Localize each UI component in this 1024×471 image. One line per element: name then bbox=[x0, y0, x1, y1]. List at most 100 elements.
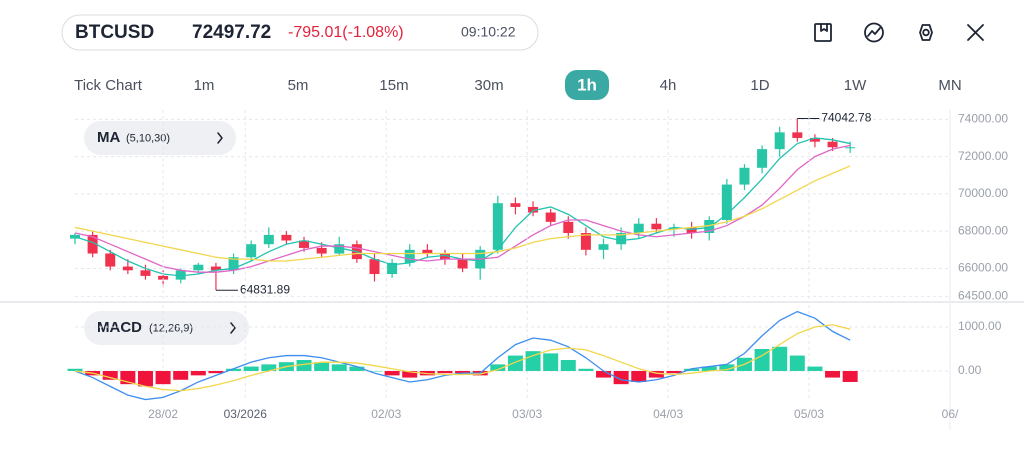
y-tick-label: 68000.00 bbox=[958, 223, 1008, 237]
price-change: -795.01(-1.08%) bbox=[288, 24, 404, 41]
macd-bar bbox=[684, 368, 700, 371]
save-icon[interactable] bbox=[814, 23, 832, 42]
timeframe-tab[interactable]: 4h bbox=[660, 77, 677, 94]
macd-bar bbox=[507, 355, 523, 371]
macd-bar bbox=[648, 370, 664, 378]
price: 72497.72 bbox=[192, 22, 271, 43]
high-label: 74042.78 bbox=[821, 111, 871, 125]
x-tick-label: 02/03 bbox=[371, 407, 401, 421]
y-tick-label: 1000.00 bbox=[958, 319, 1002, 333]
macd-bar bbox=[437, 370, 453, 374]
macd-bar bbox=[314, 362, 330, 371]
symbol-bar[interactable] bbox=[61, 14, 539, 51]
macd-bar bbox=[789, 355, 805, 371]
candle-body bbox=[792, 132, 803, 138]
macd-bar bbox=[402, 370, 418, 378]
candle-body bbox=[739, 167, 750, 185]
y-tick-label: 66000.00 bbox=[958, 261, 1008, 275]
timeframe-tab[interactable]: 30m bbox=[474, 77, 503, 94]
candle-body bbox=[651, 223, 662, 230]
macd-bar bbox=[226, 368, 242, 371]
candle-body bbox=[193, 264, 204, 271]
x-tick-label: 03/03 bbox=[512, 407, 542, 421]
candle-body bbox=[439, 253, 450, 260]
candle-body bbox=[616, 233, 627, 245]
macd-bar bbox=[842, 370, 858, 382]
macd-bar bbox=[137, 370, 153, 387]
candle-body bbox=[105, 253, 116, 267]
macd-bar bbox=[525, 351, 541, 371]
candle-body bbox=[281, 234, 292, 241]
macd-bar bbox=[807, 366, 823, 371]
symbol: BTCUSD bbox=[75, 22, 154, 43]
timeframe-tab[interactable]: MN bbox=[938, 77, 961, 94]
macd-bar bbox=[331, 364, 347, 371]
settings-icon[interactable] bbox=[919, 24, 933, 41]
candle-body bbox=[633, 223, 644, 234]
timeframe-tab[interactable]: 15m bbox=[379, 77, 408, 94]
indicator-icon[interactable] bbox=[864, 22, 884, 43]
candle-body bbox=[545, 212, 556, 222]
candle-body bbox=[598, 244, 609, 250]
ma-label: MA bbox=[97, 129, 120, 146]
macd-bar bbox=[384, 370, 400, 376]
candle-body bbox=[246, 244, 257, 258]
candle-body bbox=[387, 262, 398, 275]
macd-bar bbox=[296, 359, 312, 371]
timeframe-tab[interactable]: 1h bbox=[577, 75, 597, 94]
low-label: 64831.89 bbox=[240, 282, 290, 296]
x-tick-label: 03/2026 bbox=[224, 407, 268, 421]
candle-body bbox=[175, 270, 186, 280]
candle-body bbox=[299, 240, 310, 248]
timeframe-tab[interactable]: 1W bbox=[844, 77, 867, 94]
macd-bar bbox=[243, 366, 259, 371]
active-tab[interactable] bbox=[565, 70, 609, 100]
candle-body bbox=[563, 221, 574, 234]
macd-bar bbox=[67, 368, 83, 371]
macd-bar bbox=[455, 370, 471, 374]
macd-bar bbox=[490, 364, 506, 371]
macd-bar bbox=[578, 368, 594, 371]
indicator-line bbox=[74, 165, 851, 262]
macd-bar bbox=[754, 348, 770, 371]
candle-body bbox=[528, 206, 539, 213]
candle-body bbox=[827, 141, 838, 148]
candle-body bbox=[140, 270, 151, 276]
macd-bar bbox=[208, 370, 224, 374]
timeframe-tab[interactable]: 1m bbox=[194, 77, 215, 94]
candle-body bbox=[492, 203, 503, 250]
macd-bar bbox=[349, 366, 365, 371]
candle-body bbox=[158, 275, 169, 280]
timeframe-tab[interactable]: 1D bbox=[750, 77, 769, 94]
candle-body bbox=[316, 247, 327, 254]
chevron bbox=[217, 132, 223, 144]
y-tick-label: 0.00 bbox=[958, 363, 982, 377]
macd-bar bbox=[666, 370, 682, 374]
macd-bar bbox=[261, 364, 277, 371]
indicator-line bbox=[74, 324, 851, 392]
candle-body bbox=[721, 184, 732, 220]
timeframe-tab[interactable]: Tick Chart bbox=[74, 77, 143, 94]
x-tick-label: 06/ bbox=[942, 407, 959, 421]
candle-body bbox=[757, 149, 768, 168]
x-tick-label: 28/02 bbox=[148, 407, 178, 421]
ma-toggle[interactable] bbox=[84, 121, 236, 155]
clock: 09:10:22 bbox=[461, 24, 516, 40]
timeframe-tab[interactable]: 5m bbox=[288, 77, 309, 94]
x-tick-label: 04/03 bbox=[653, 407, 683, 421]
macd-bar bbox=[190, 370, 206, 376]
close-icon[interactable] bbox=[967, 24, 984, 41]
macd-toggle[interactable] bbox=[84, 311, 249, 345]
candle-body bbox=[845, 147, 856, 149]
indicator-line bbox=[74, 310, 851, 401]
ma-params: (5,10,30) bbox=[126, 132, 170, 144]
candle-body bbox=[580, 233, 591, 250]
macd-bar bbox=[772, 346, 788, 371]
candle-body bbox=[210, 266, 221, 271]
macd-bar bbox=[596, 370, 612, 378]
candle-body bbox=[704, 219, 715, 234]
candle-body bbox=[369, 259, 380, 275]
y-tick-label: 72000.00 bbox=[958, 149, 1008, 163]
